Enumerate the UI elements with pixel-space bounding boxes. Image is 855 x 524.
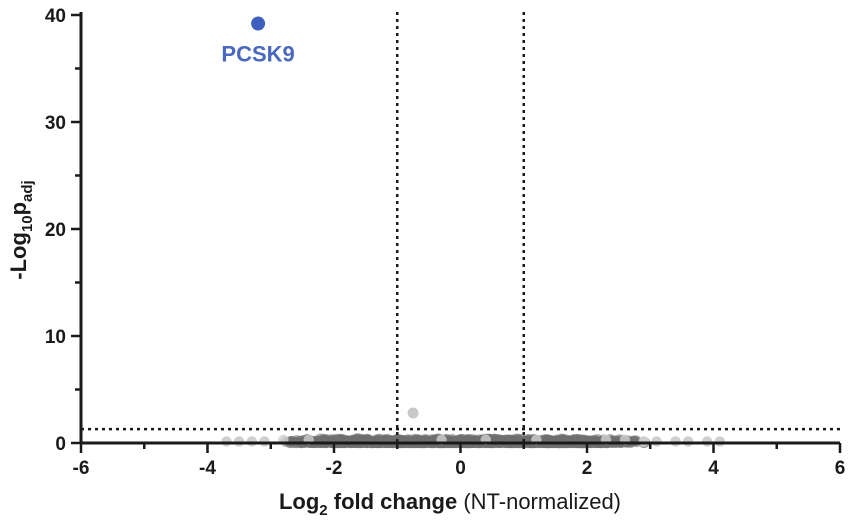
x-tick-label: 6 (835, 458, 846, 479)
data-point (701, 436, 713, 447)
data-point (683, 436, 694, 447)
y-tick-label: 30 (45, 113, 66, 134)
x-tick-label: 2 (582, 458, 593, 479)
highlight-label: PCSK9 (221, 42, 294, 67)
threshold-lines (81, 12, 840, 443)
y-axis-title-group: -Log10padj (6, 180, 36, 279)
y-tick-label: 0 (55, 434, 66, 455)
x-tick-label: -4 (199, 458, 216, 479)
y-tick-label: 40 (45, 6, 66, 27)
highlight-group: PCSK9 (221, 16, 295, 67)
data-point (259, 436, 270, 447)
data-point (714, 436, 726, 447)
data-point (670, 436, 681, 447)
x-tick-label: -6 (73, 458, 90, 479)
x-tick-label: -2 (326, 458, 343, 479)
highlight-point (251, 16, 266, 31)
x-axis-ticks: -6 -4 -2 0 2 4 6 (73, 443, 846, 479)
data-point (407, 407, 419, 419)
data-point (343, 435, 355, 447)
data-point (233, 436, 245, 447)
y-tick-label: 20 (45, 220, 66, 241)
data-point (651, 436, 662, 447)
x-tick-label: 0 (455, 458, 466, 479)
data-point (318, 436, 329, 447)
data-point (221, 436, 232, 447)
data-point (587, 435, 598, 447)
data-point (638, 436, 650, 447)
data-point (246, 436, 257, 447)
x-tick-label: 4 (708, 458, 719, 479)
y-axis-title: -Log10padj (6, 180, 36, 279)
x-axis-title: Log2 fold change (NT-normalized) (279, 489, 621, 519)
y-tick-label: 10 (45, 327, 66, 348)
axes (79, 12, 840, 445)
y-axis-ticks: 0 10 20 30 40 (45, 6, 81, 455)
